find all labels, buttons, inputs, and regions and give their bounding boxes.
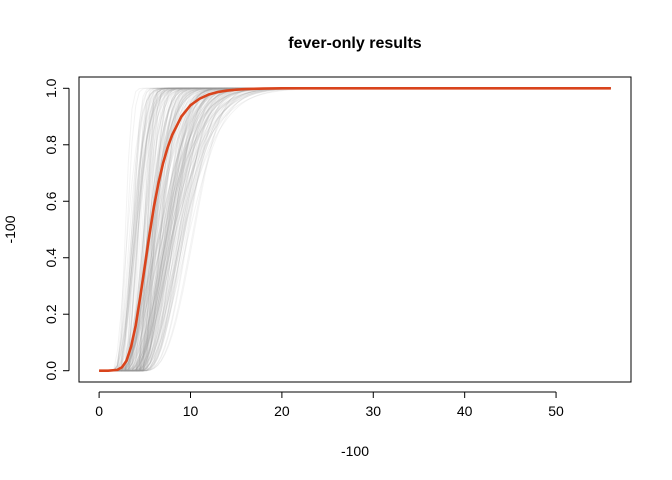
y-tick-label: 0.4 [43, 248, 59, 268]
y-tick-label: 0.2 [43, 304, 59, 324]
y-tick-label: 0.0 [43, 361, 59, 381]
x-tick-label: 50 [548, 403, 564, 419]
main-curve [99, 87, 611, 372]
plot-frame [78, 76, 632, 383]
x-tick-label: 40 [457, 403, 473, 419]
y-axis: 0.0 0.2 0.4 0.6 0.8 1.0 [43, 78, 70, 381]
x-axis: 0 10 20 30 40 50 [95, 391, 564, 419]
x-tick-label: 20 [274, 403, 290, 419]
sample-curves [99, 87, 611, 372]
y-tick-label: 0.8 [43, 135, 59, 155]
y-tick-label: 1.0 [43, 78, 59, 98]
chart-title: fever-only results [288, 35, 421, 52]
x-tick-label: 30 [365, 403, 381, 419]
y-axis-label: -100 [2, 215, 18, 243]
x-axis-label: -100 [341, 443, 369, 459]
x-tick-label: 0 [95, 403, 103, 419]
y-tick-label: 0.6 [43, 191, 59, 211]
x-tick-label: 10 [183, 403, 199, 419]
